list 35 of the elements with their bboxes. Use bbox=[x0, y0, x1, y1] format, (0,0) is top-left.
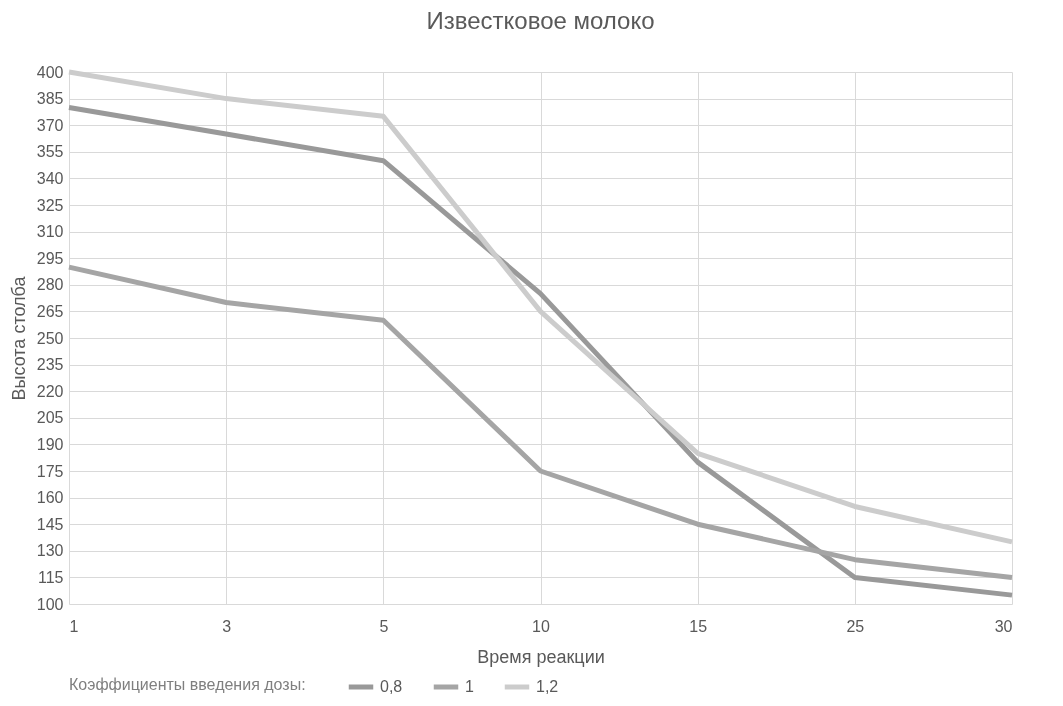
chart-title: Известковое молоко bbox=[426, 7, 655, 34]
y-tick-label: 370 bbox=[36, 116, 64, 134]
legend-label: 1,2 bbox=[536, 678, 559, 695]
x-tick-label: 30 bbox=[994, 617, 1013, 635]
y-tick-label: 295 bbox=[36, 249, 64, 267]
legend-label: 1 bbox=[465, 678, 474, 695]
y-tick-label: 130 bbox=[36, 542, 64, 560]
y-tick-label: 235 bbox=[36, 356, 64, 374]
y-tick-label: 355 bbox=[36, 143, 64, 161]
x-tick-label: 10 bbox=[532, 617, 550, 635]
y-tick-label: 145 bbox=[36, 515, 64, 533]
y-tick-label: 310 bbox=[36, 223, 64, 241]
y-tick-label: 280 bbox=[36, 276, 64, 294]
y-tick-label: 385 bbox=[36, 90, 64, 108]
y-tick-label: 400 bbox=[36, 63, 64, 81]
y-tick-label: 340 bbox=[36, 169, 64, 187]
x-tick-label: 25 bbox=[846, 617, 865, 635]
legend-label: 0,8 bbox=[380, 678, 403, 695]
y-tick-label: 100 bbox=[36, 595, 64, 613]
y-tick-label: 220 bbox=[36, 382, 64, 400]
y-tick-label: 205 bbox=[36, 409, 64, 427]
x-tick-label: 15 bbox=[689, 617, 708, 635]
x-tick-label: 1 bbox=[69, 617, 79, 635]
x-axis-title: Время реакции bbox=[477, 646, 605, 667]
y-tick-label: 250 bbox=[36, 329, 64, 347]
y-tick-label: 160 bbox=[36, 489, 64, 507]
x-tick-label: 3 bbox=[222, 617, 232, 635]
y-tick-label: 265 bbox=[36, 302, 64, 320]
y-tick-label: 175 bbox=[36, 462, 64, 480]
y-tick-label: 190 bbox=[36, 435, 64, 453]
x-tick-label: 5 bbox=[379, 617, 389, 635]
legend-title: Коэффициенты введения дозы: bbox=[69, 676, 306, 693]
y-tick-label: 115 bbox=[37, 568, 64, 586]
y-axis-title: Высота столба bbox=[8, 275, 29, 401]
y-tick-label: 325 bbox=[36, 196, 64, 214]
